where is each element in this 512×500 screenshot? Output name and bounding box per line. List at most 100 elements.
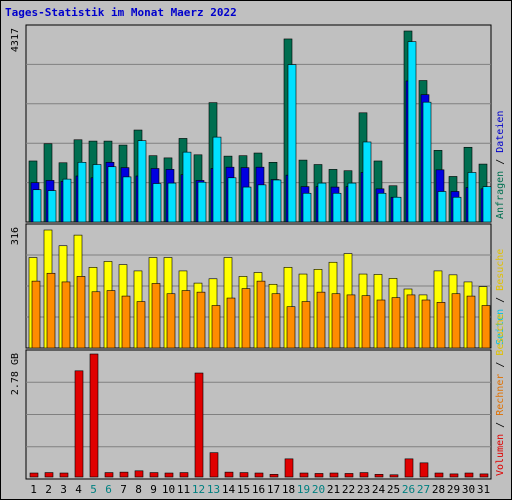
bar-volumen-day-17 — [269, 474, 279, 478]
bar-seiten-day-31 — [482, 186, 492, 223]
x-tick-label-day-2: 2 — [45, 483, 52, 496]
bar-volumen-day-29 — [449, 473, 459, 478]
x-tick-label-day-4: 4 — [75, 483, 82, 496]
bar-volumen-day-3 — [59, 472, 69, 478]
bar-volumen-day-18 — [284, 458, 294, 478]
bar-volumen-day-25 — [389, 474, 399, 478]
bar-besuche-day-31 — [481, 305, 491, 349]
bar-volumen-day-30 — [464, 472, 474, 478]
bar-besuche-day-23 — [361, 295, 371, 349]
bar-volumen-day-14 — [224, 471, 234, 478]
bar-volumen-day-21 — [329, 472, 339, 478]
bar-besuche-day-21 — [331, 293, 341, 349]
bar-besuche-day-26 — [406, 294, 416, 349]
bar-seiten-day-30 — [467, 172, 477, 223]
bar-volumen-day-19 — [299, 472, 309, 478]
bar-volumen-day-10 — [164, 472, 174, 478]
bar-seiten-day-21 — [332, 192, 342, 223]
bar-besuche-day-4 — [76, 276, 86, 349]
x-tick-label-day-1: 1 — [30, 483, 37, 496]
x-tick-label-day-17: 17 — [267, 483, 280, 496]
x-tick-label-day-24: 24 — [372, 483, 386, 496]
bar-volumen-day-22 — [344, 473, 354, 478]
bar-besuche-day-15 — [241, 288, 251, 349]
bar-seiten-day-19 — [302, 192, 312, 223]
bar-volumen-day-28 — [434, 472, 444, 478]
bar-seiten-day-29 — [452, 196, 462, 223]
panel-3-series-label: Volumen / Rechner / Besuche — [495, 313, 506, 476]
bar-seiten-day-9 — [152, 183, 162, 223]
bar-volumen-day-8 — [134, 470, 144, 478]
bar-seiten-day-17 — [272, 179, 282, 223]
bar-besuche-day-11 — [181, 290, 191, 349]
bar-volumen-day-27 — [419, 462, 429, 478]
x-tick-label-day-5: 5 — [90, 483, 97, 496]
bar-seiten-day-12 — [197, 181, 207, 223]
bar-volumen-day-2 — [44, 472, 54, 478]
bar-besuche-day-20 — [316, 291, 326, 349]
bar-seiten-day-6 — [107, 166, 117, 223]
panel-2-series-label: Seiten / Besuche — [495, 249, 506, 345]
x-tick-label-day-11: 11 — [177, 483, 190, 496]
series-label-part: Volumen — [495, 434, 506, 476]
x-tick-label-day-3: 3 — [60, 483, 67, 496]
panel-3-ytick: 2.78 GB — [10, 353, 21, 395]
x-tick-label-day-25: 25 — [387, 483, 400, 496]
bar-volumen-day-11 — [179, 472, 189, 478]
bar-seiten-day-3 — [62, 178, 72, 223]
x-tick-label-day-6: 6 — [105, 483, 112, 496]
bar-volumen-day-13 — [209, 452, 219, 478]
bar-seiten-day-13 — [212, 136, 222, 223]
bar-besuche-day-16 — [256, 280, 266, 349]
bar-besuche-day-27 — [421, 299, 431, 349]
bar-volumen-day-26 — [404, 458, 414, 478]
bar-volumen-day-31 — [479, 473, 489, 478]
bar-besuche-day-25 — [391, 297, 401, 349]
bar-volumen-day-6 — [104, 472, 114, 478]
bar-seiten-day-10 — [167, 182, 177, 223]
series-label-part: Seiten — [495, 309, 506, 345]
bar-besuche-day-10 — [166, 293, 176, 349]
bar-seiten-day-25 — [392, 196, 402, 223]
bar-seiten-day-16 — [257, 184, 267, 223]
x-tick-label-day-28: 28 — [432, 483, 445, 496]
bar-volumen-day-4 — [74, 370, 84, 478]
x-tick-label-day-13: 13 — [207, 483, 220, 496]
bar-besuche-day-12 — [196, 291, 206, 349]
bar-besuche-day-17 — [271, 293, 281, 349]
bar-seiten-day-2 — [47, 190, 57, 223]
bar-besuche-day-6 — [106, 290, 116, 349]
bar-volumen-day-23 — [359, 472, 369, 478]
series-label-part: Besuche — [495, 313, 506, 355]
bar-besuche-day-18 — [286, 306, 296, 349]
bar-seiten-day-24 — [377, 192, 387, 223]
bar-volumen-day-12 — [194, 372, 204, 478]
bar-seiten-day-22 — [347, 182, 357, 223]
x-tick-label-day-7: 7 — [120, 483, 127, 496]
bar-seiten-day-27 — [422, 101, 432, 223]
bar-besuche-day-14 — [226, 297, 236, 349]
bar-seiten-day-18 — [287, 64, 297, 223]
x-tick-label-day-15: 15 — [237, 483, 250, 496]
x-tick-label-day-29: 29 — [447, 483, 460, 496]
bar-seiten-day-5 — [92, 164, 102, 223]
x-tick-label-day-23: 23 — [357, 483, 370, 496]
bar-besuche-day-29 — [451, 293, 461, 349]
series-label-part: Dateien — [495, 111, 506, 153]
bar-besuche-day-22 — [346, 294, 356, 349]
bar-seiten-day-14 — [227, 177, 237, 223]
bar-seiten-day-7 — [122, 176, 132, 223]
bar-seiten-day-11 — [182, 151, 192, 223]
bar-besuche-day-30 — [466, 295, 476, 349]
bar-volumen-day-20 — [314, 473, 324, 478]
x-tick-label-day-31: 31 — [477, 483, 490, 496]
bar-volumen-day-1 — [29, 472, 39, 478]
series-label-part: / — [495, 291, 506, 309]
x-tick-label-day-14: 14 — [222, 483, 236, 496]
bar-besuche-day-24 — [376, 299, 386, 349]
bar-volumen-day-9 — [149, 472, 159, 478]
bar-besuche-day-19 — [301, 301, 311, 349]
bar-besuche-day-13 — [211, 305, 221, 349]
bar-besuche-day-28 — [436, 302, 446, 349]
